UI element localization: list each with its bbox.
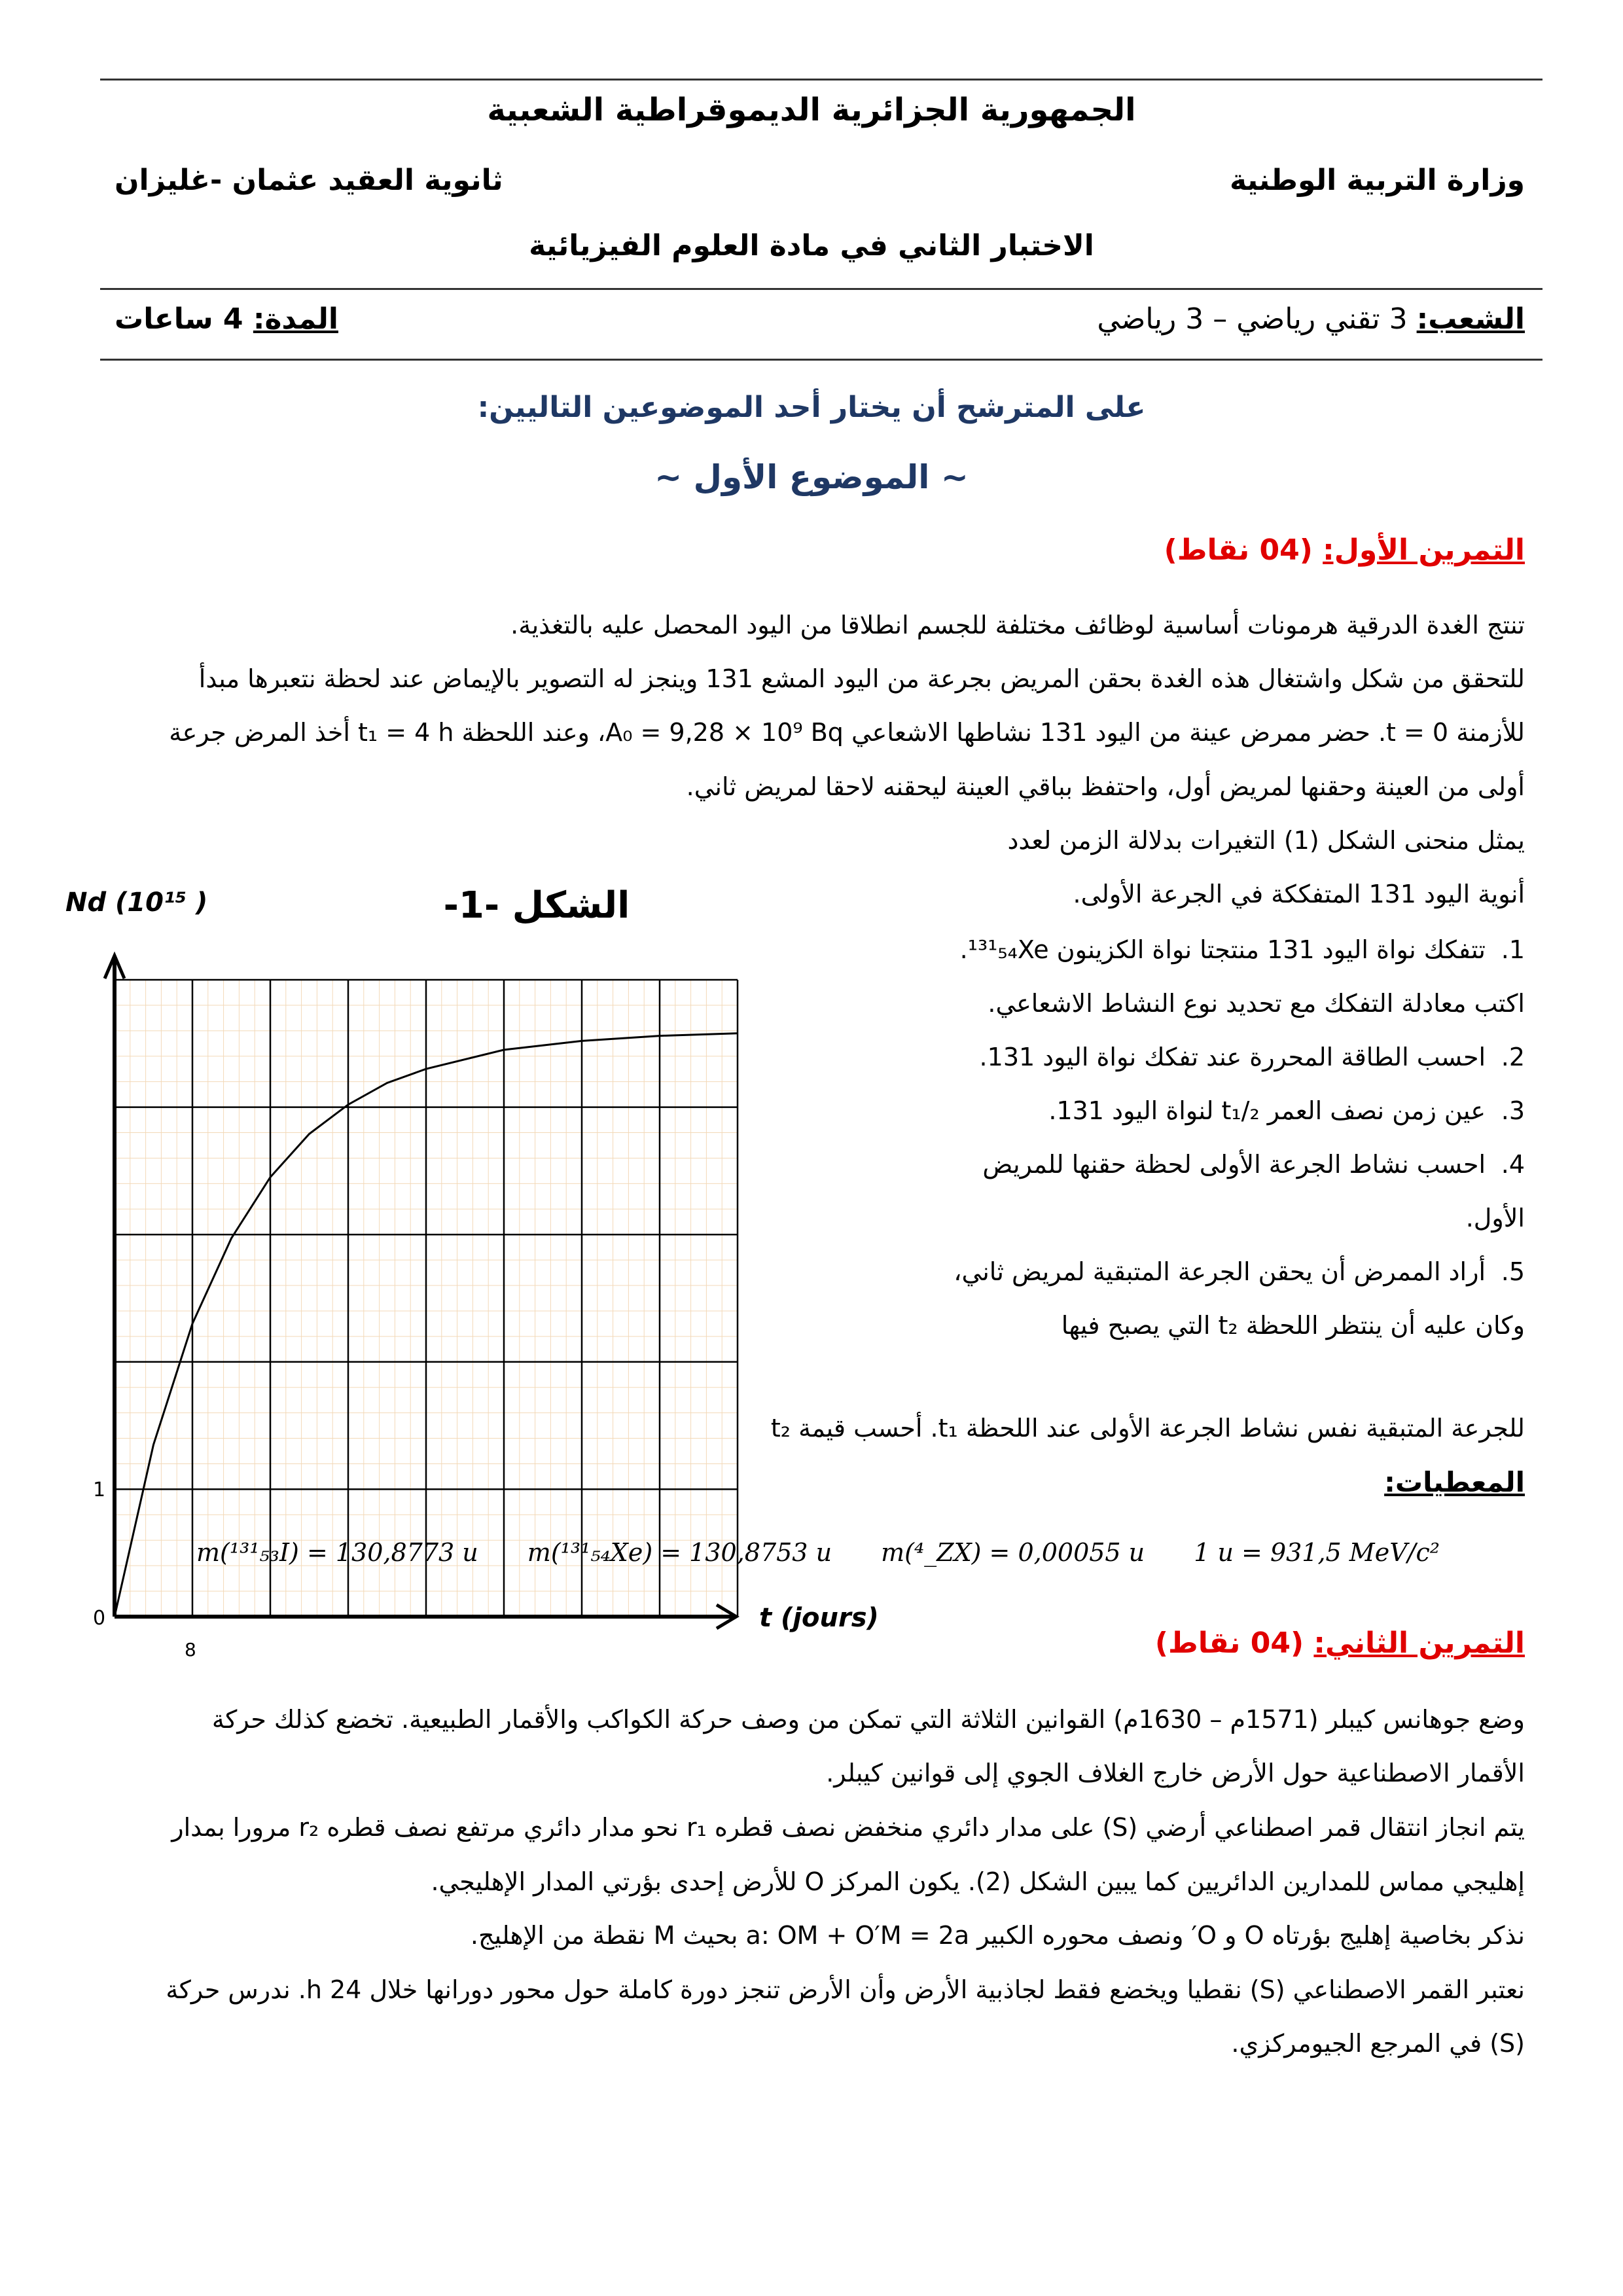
decay-count-curve <box>113 1032 738 1617</box>
question-1: 1.تتفكك نواة اليود 131 منتجتا نواة الكزي… <box>949 923 1525 1030</box>
streams-label: الشعب: <box>1416 302 1525 336</box>
ex1-line: للأزمنة t = 0. حضر ممرض عينة من اليود 13… <box>169 718 1525 747</box>
question-text: احسب الطاقة المحررة عند تفكك نواة اليود … <box>979 1043 1486 1071</box>
ex2-line: يتم انجاز انتقال قمر اصطناعي أرضي (S) عل… <box>171 1813 1525 1842</box>
ex2-line: (S) في المرجع الجيومركزي. <box>1231 2029 1525 2058</box>
ex2-line: الأقمار الاصطناعية حول الأرض خارج الغلاف… <box>826 1759 1525 1787</box>
x-axis-label: t (jours) <box>759 1603 879 1633</box>
exercise2-heading: التمرين الثاني: (04 نقاط) <box>1155 1626 1525 1660</box>
question-number: 3. <box>1501 1096 1525 1125</box>
questions-list: 1.تتفكك نواة اليود 131 منتجتا نواة الكزي… <box>949 923 1525 1352</box>
atomic-mass-unit: 1 u = 931,5 MeV/c² <box>1194 1538 1440 1567</box>
duration: المدة: 4 ساعات <box>115 302 338 336</box>
ex1-line: تنتج الغدة الدرقية هرمونات أساسية لوظائف… <box>510 611 1525 639</box>
y-axis-label: Nd (10¹⁵ ) <box>65 888 207 918</box>
header-bottom-rule <box>100 359 1543 361</box>
question-2: 2. احسب الطاقة المحررة عند تفكك نواة اليو… <box>949 1030 1525 1084</box>
school: ثانوية العقيد عثمان -غليزان <box>115 164 503 197</box>
figure-1-chart: Nd (10¹⁵ ) الشكل -1- t (jours) 0 8 1 <box>65 884 879 1660</box>
ex2-line: نذكر بخاصية إهليج بؤرتاه O و O′ ونصف محو… <box>470 1921 1525 1950</box>
mass-iodine: m(¹³¹₅₃I) = 130,8773 u <box>196 1538 478 1567</box>
x-tick-label-8: 8 <box>185 1639 196 1660</box>
subject-title: ~ الموضوع الأول ~ <box>654 458 969 496</box>
x-axis-arrow <box>715 1603 740 1630</box>
streams: الشعب: 3 تقني رياضي – 3 رياضي <box>1097 302 1525 336</box>
duration-value: 4 ساعات <box>115 302 253 336</box>
instructions: على المترشح أن يختار أحد الموضوعين التال… <box>477 391 1146 424</box>
ex1-line: أولى من العينة وحقنها لمريض أول، واحتفظ … <box>686 772 1525 801</box>
exercise2-title: التمرين الثاني: <box>1313 1626 1525 1660</box>
givens-formulas: m(¹³¹₅₃I) = 130,8773 u m(¹³¹₅₄Xe) = 130,… <box>196 1538 1440 1567</box>
y-tick-label-1: 1 <box>93 1479 105 1501</box>
question-number: 1. <box>1501 935 1525 964</box>
question-3: 3. عين زمن نصف العمر t₁/₂ لنواة اليود 131… <box>949 1084 1525 1138</box>
question-text: عين زمن نصف العمر t₁/₂ لنواة اليود 131. <box>1048 1096 1486 1125</box>
givens-label-text: المعطيات: <box>1384 1466 1525 1498</box>
exercise1-heading: التمرين الأول: (04 نقاط) <box>1164 533 1525 567</box>
ex2-line: إهليجي مماس للمدارين الدائريين كما يبين … <box>431 1867 1525 1896</box>
ministry: وزارة التربية الوطنية <box>1229 164 1525 197</box>
figure-title: الشكل -1- <box>444 884 630 927</box>
question-text: تتفكك نواة اليود 131 منتجتا نواة الكزينو… <box>959 935 1525 1018</box>
question-5-last-line: للجرعة المتبقية نفس نشاط الجرعة الأولى ع… <box>770 1414 1525 1443</box>
ex2-line: نعتبر القمر الاصطناعي (S) نقطيا ويخضع فق… <box>166 1975 1525 2004</box>
question-number: 5. <box>1501 1257 1525 1286</box>
top-rule <box>100 79 1543 81</box>
exam-title: الاختبار الثاني في مادة العلوم الفيزيائي… <box>529 229 1094 262</box>
duration-label: المدة: <box>253 302 338 336</box>
republic-title: الجمهورية الجزائرية الديموقراطية الشعبية <box>487 92 1136 128</box>
mass-xenon: m(¹³¹₅₄Xe) = 130,8753 u <box>527 1538 832 1567</box>
exercise1-points: (04 نقاط) <box>1164 533 1323 567</box>
question-number: 2. <box>1501 1043 1525 1071</box>
ex1-line: أنوية اليود 131 المتفككة في الجرعة الأول… <box>1073 880 1525 908</box>
question-text: احسب نشاط الجرعة الأولى لحظة حقنها للمري… <box>982 1150 1525 1232</box>
question-5: 5.أراد الممرض أن يحقن الجرعة المتبقية لم… <box>949 1245 1525 1352</box>
streams-value: 3 تقني رياضي – 3 رياضي <box>1097 302 1417 336</box>
givens-label: المعطيات: <box>1384 1466 1525 1498</box>
ex1-line: يمثل منحنى الشكل (1) التغيرات بدلالة الز… <box>1007 826 1525 855</box>
question-4: 4.احسب نشاط الجرعة الأولى لحظة حقنها للم… <box>949 1138 1525 1245</box>
exercise2-points: (04 نقاط) <box>1154 1626 1314 1660</box>
question-text: أراد الممرض أن يحقن الجرعة المتبقية لمري… <box>954 1257 1525 1340</box>
mass-particle: m(⁴_ZX) = 0,00055 u <box>881 1538 1145 1567</box>
y-axis-arrow <box>103 951 126 979</box>
ex2-line: وضع جوهانس كيبلر (1571م – 1630م) القواني… <box>211 1705 1525 1734</box>
ex1-line: للتحقق من شكل واشتغال هذه الغدة بحقن الم… <box>198 664 1525 693</box>
exercise1-title: التمرين الأول: <box>1323 533 1525 567</box>
header-rule <box>100 288 1543 290</box>
origin-tick-label: 0 <box>93 1607 105 1630</box>
question-number: 4. <box>1501 1150 1525 1179</box>
